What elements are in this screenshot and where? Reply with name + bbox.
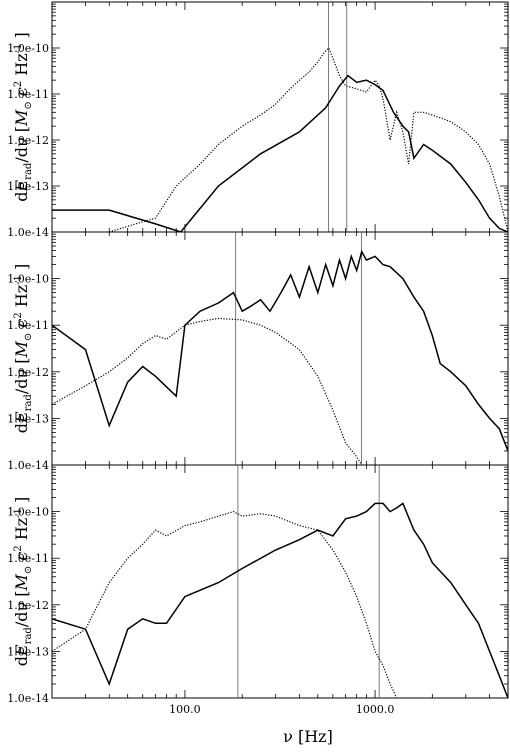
y-tick-label: 1.0e-14	[7, 692, 49, 705]
y-tick-label: 1.0e-12	[7, 366, 49, 379]
dotted-series-line	[52, 317, 363, 465]
plot-frame	[51, 231, 509, 466]
y-tick-label: 1.0e-13	[7, 645, 49, 658]
solid-series-line	[52, 74, 508, 232]
y-tick-label: 1.0e-11	[7, 552, 49, 565]
y-tick-label: 1.0e-14	[7, 459, 49, 472]
x-tick-label: 100.0	[169, 703, 201, 716]
y-tick-label: 1.0e-14	[7, 226, 49, 239]
y-tick-label: 1.0e-10	[7, 42, 49, 55]
y-tick-label: 1.0e-11	[7, 88, 49, 101]
y-tick-label: 1.0e-12	[7, 134, 49, 147]
y-tick-label: 1.0e-11	[7, 319, 49, 332]
y-tick-label: 1.0e-10	[7, 273, 49, 286]
panel-top: 1.0e-14 1.0e-13 1.0e-12 1.0e-11 1.0e-10dErad…	[7, 1, 509, 239]
solid-series-line	[52, 249, 508, 452]
y-tick-label: 1.0e-10	[7, 506, 49, 519]
dotted-series-line	[52, 510, 398, 698]
y-tick-label: 1.0e-12	[7, 599, 49, 612]
panel-bottom: 1.0e-14 1.0e-13 1.0e-12 1.0e-11 1.0e-10 100.0…	[7, 464, 509, 716]
x-tick-label: 1000.0	[356, 703, 395, 716]
y-tick-label: 1.0e-13	[7, 412, 49, 425]
dotted-series-line	[109, 46, 508, 232]
y-axis-label: dErad/dν [M⊙ c2 Hz-1 ]	[12, 264, 34, 434]
solid-series-line	[52, 502, 508, 698]
x-axis-label: ν [Hz]	[283, 727, 333, 746]
plot-frame	[51, 1, 509, 233]
y-axis-label: dErad/dν [M⊙ c2 Hz-1 ]	[12, 497, 34, 667]
panel-middle: 1.0e-14 1.0e-13 1.0e-12 1.0e-11 1.0e-10dErad…	[7, 231, 509, 472]
plot-frame	[51, 464, 509, 699]
y-tick-label: 1.0e-13	[7, 180, 49, 193]
y-axis-label: dErad/dν [M⊙ c2 Hz-1 ]	[12, 32, 34, 202]
